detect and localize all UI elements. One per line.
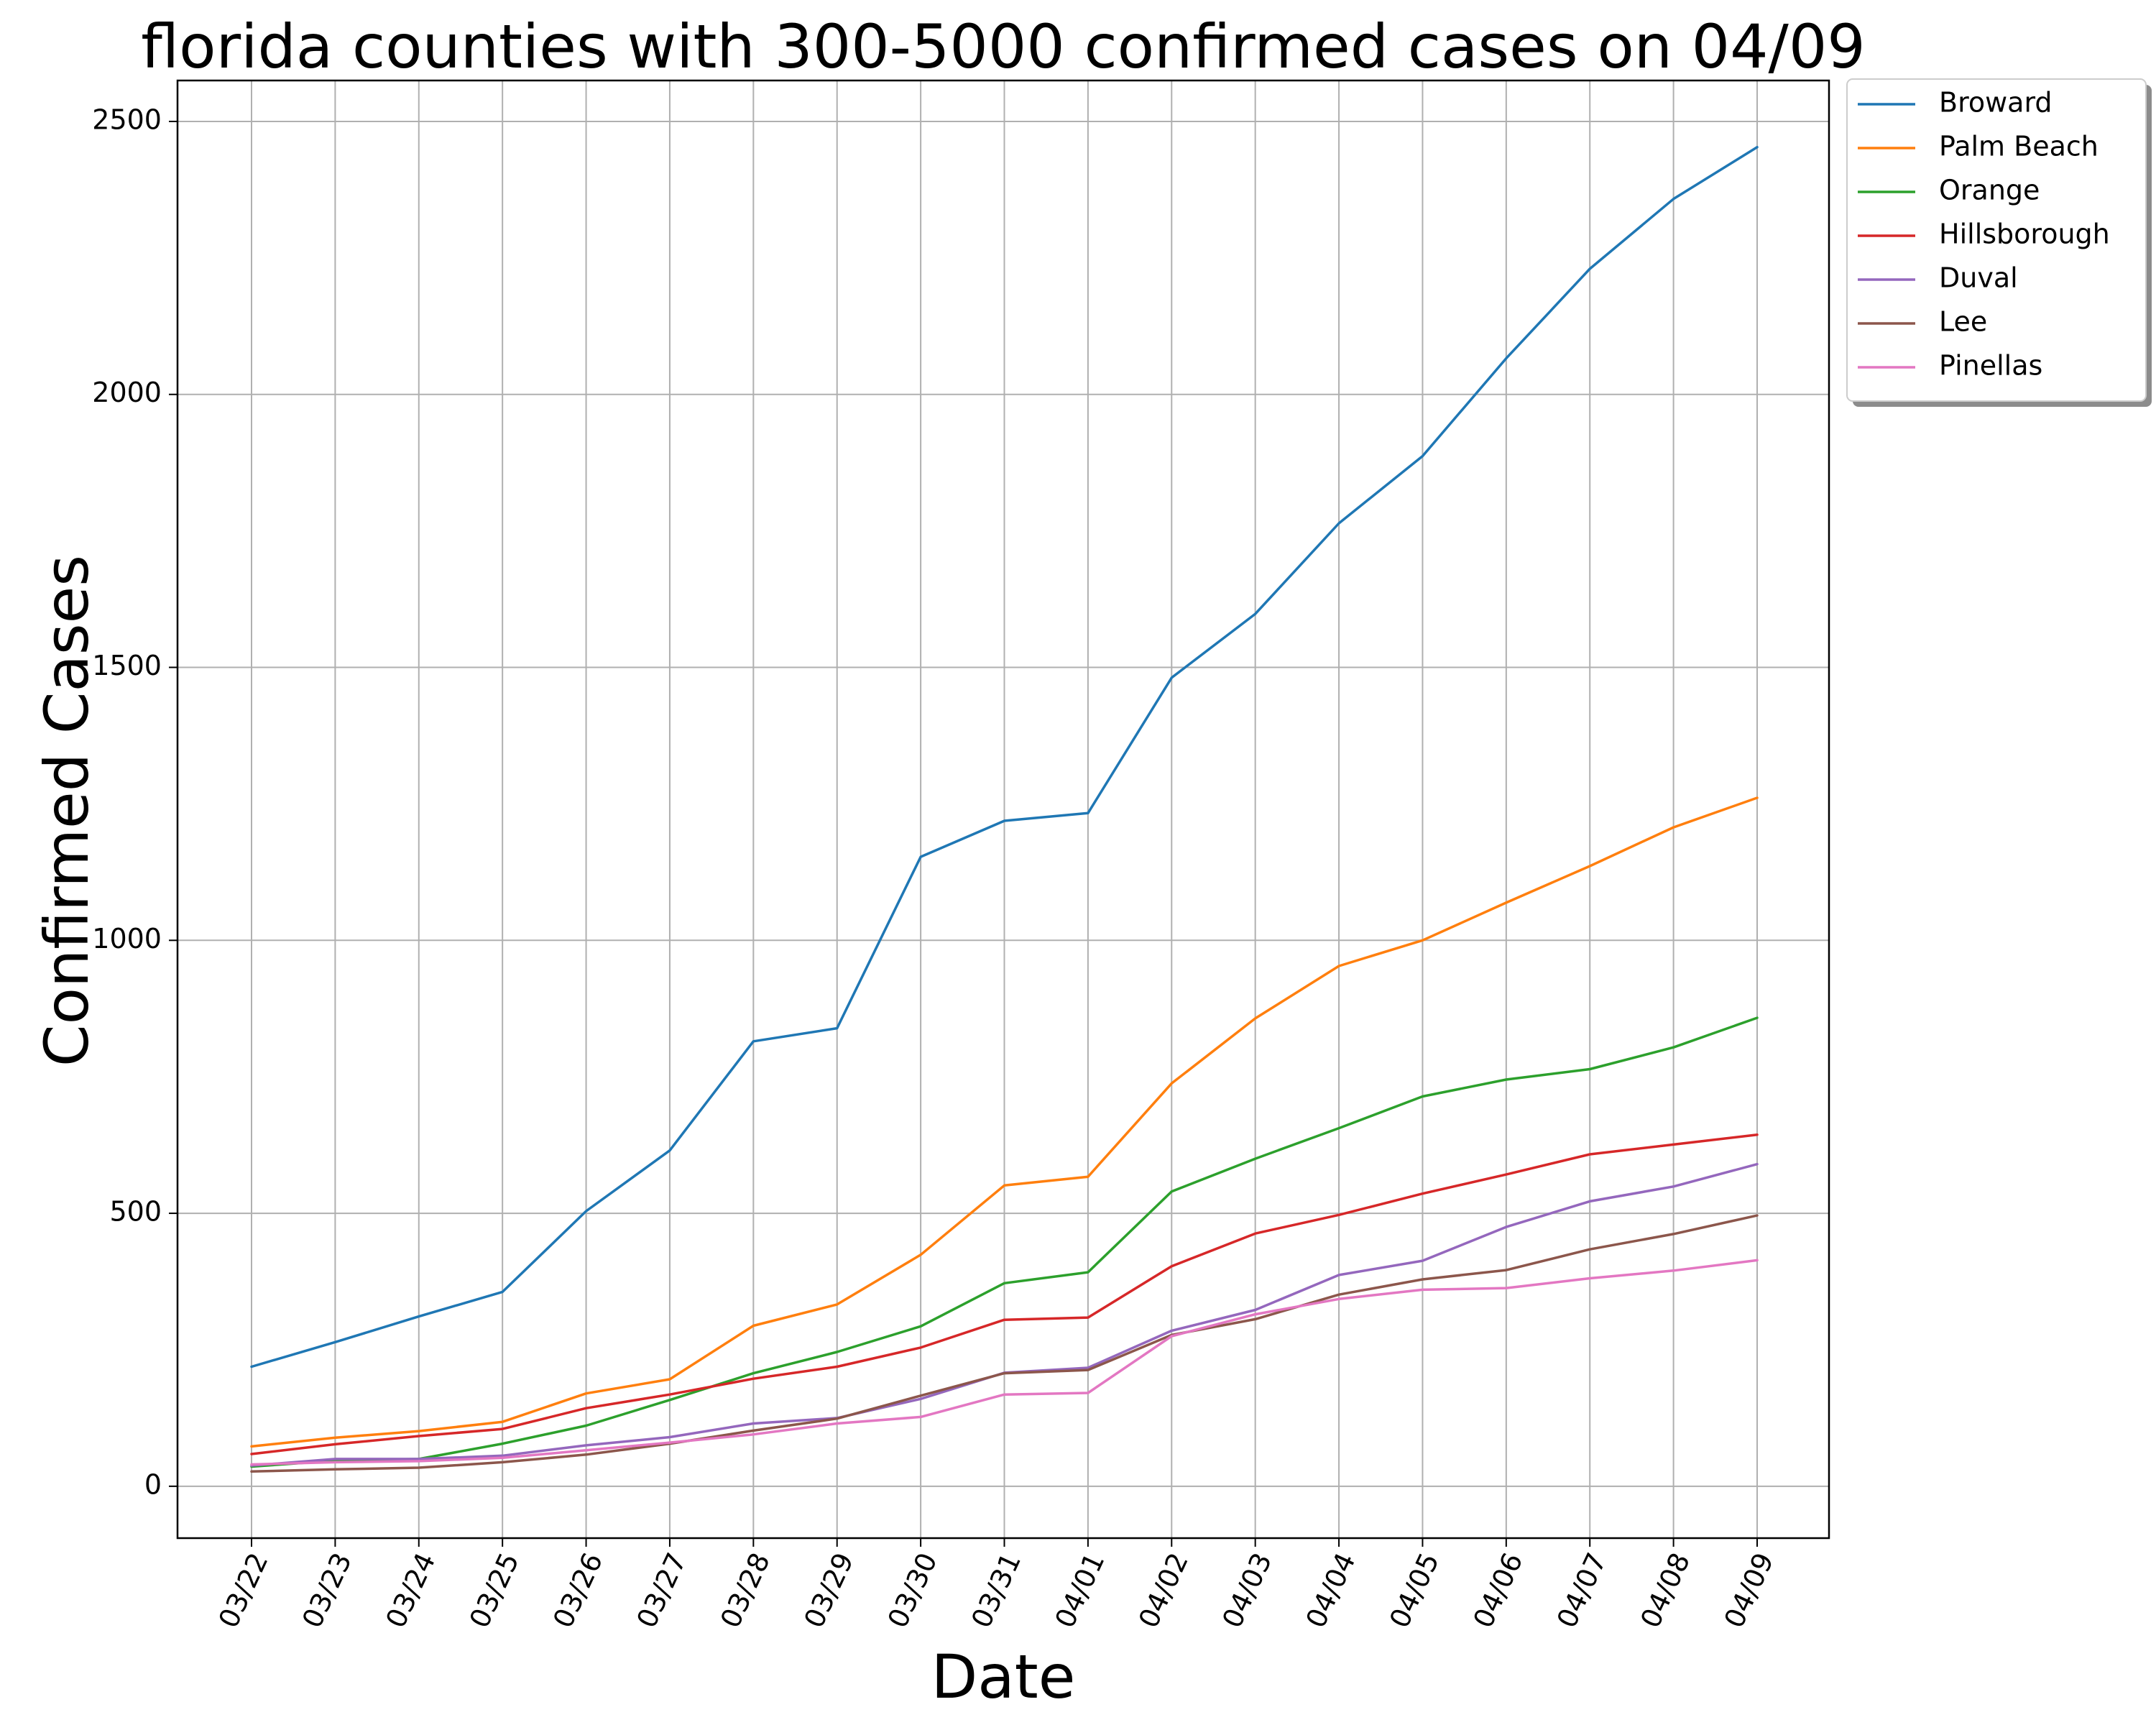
x-tick-label: 04/01 <box>1049 1548 1110 1633</box>
x-tick-label: 03/27 <box>630 1548 692 1633</box>
x-tick-label: 03/23 <box>296 1548 358 1633</box>
y-tick-label: 2500 <box>92 104 162 135</box>
series-lines <box>250 145 1759 1473</box>
x-tick-label: 03/28 <box>714 1548 776 1633</box>
x-tick-label: 04/06 <box>1467 1548 1529 1633</box>
legend-entries: Broward Palm Beach Orange Hillsborough Duval… <box>1858 87 2110 382</box>
x-axis-ticks: 03/22 03/23 03/24 03/25 03/26 03/27 03/28 03/29… <box>213 1538 1780 1632</box>
legend-label-palm-beach: Palm Beach <box>1939 131 2099 162</box>
x-tick-label: 04/07 <box>1551 1548 1613 1633</box>
legend-label-hillsborough: Hillsborough <box>1939 218 2110 250</box>
series-line-lee <box>250 1214 1759 1473</box>
x-tick-label: 03/26 <box>547 1548 609 1633</box>
x-tick-label: 04/09 <box>1718 1548 1780 1633</box>
series-line-orange <box>250 1016 1759 1468</box>
legend: Broward Palm Beach Orange Hillsborough Duval… <box>1846 78 2152 407</box>
x-tick-label: 03/30 <box>882 1548 944 1633</box>
legend-label-duval: Duval <box>1939 262 2018 294</box>
y-tick-label: 0 <box>144 1468 162 1500</box>
plot-frame <box>176 79 1830 1540</box>
legend-label-pinellas: Pinellas <box>1939 350 2042 382</box>
legend-label-lee: Lee <box>1939 306 1987 338</box>
x-tick-label: 04/02 <box>1133 1548 1194 1633</box>
y-tick-label: 1000 <box>92 923 162 954</box>
legend-box <box>1846 78 2147 402</box>
x-tick-label: 03/22 <box>213 1548 275 1633</box>
x-tick-label: 04/05 <box>1383 1548 1445 1633</box>
y-axis-label: Confirmed Cases <box>32 555 102 1067</box>
x-tick-label: 03/24 <box>379 1548 441 1633</box>
x-tick-label: 04/03 <box>1216 1548 1278 1633</box>
y-axis-ticks: 0 500 1000 1500 2000 2500 <box>92 104 178 1500</box>
series-line-hillsborough <box>250 1133 1759 1455</box>
series-line-pinellas <box>250 1259 1759 1466</box>
legend-label-orange: Orange <box>1939 175 2040 206</box>
legend-label-broward: Broward <box>1939 87 2053 119</box>
series-line-palm-beach <box>250 796 1759 1448</box>
x-axis-label: Date <box>931 1642 1076 1712</box>
x-tick-label: 04/04 <box>1300 1548 1362 1633</box>
x-tick-label: 03/31 <box>965 1548 1027 1633</box>
y-tick-label: 500 <box>109 1196 162 1228</box>
chart-title: florida counties with 300-5000 confirmed… <box>141 12 1865 82</box>
series-line-broward <box>250 145 1759 1368</box>
x-tick-label: 03/29 <box>798 1548 860 1633</box>
x-tick-label: 04/08 <box>1634 1548 1696 1633</box>
y-tick-label: 2000 <box>92 377 162 408</box>
y-tick-label: 1500 <box>92 650 162 681</box>
x-tick-label: 03/25 <box>464 1548 525 1633</box>
